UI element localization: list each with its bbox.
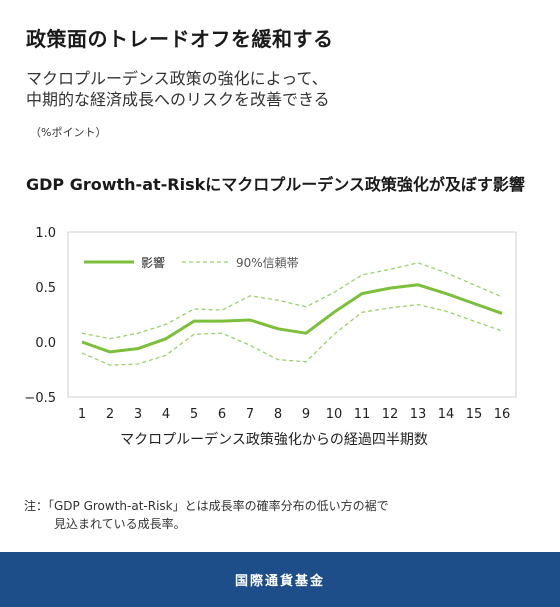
confidence-band-lower xyxy=(81,303,503,366)
x-tick-label: 3 xyxy=(134,407,142,422)
x-tick-label: 4 xyxy=(162,407,170,422)
line-chart: 1.00.50.0−0.5 1 2 3 4 5 6 7 8 9 10 11 12 13 14 15 16 影響… xyxy=(24,226,517,448)
x-tick-label: 7 xyxy=(246,407,254,422)
imf-label: 国際通貨基金 xyxy=(234,574,325,589)
x-tick-label: 9 xyxy=(302,407,310,422)
confidence-band-upper xyxy=(81,262,503,340)
x-tick-label: 8 xyxy=(274,407,282,422)
x-tick-label: 10 xyxy=(326,407,343,422)
y-tick-label: 1.0 xyxy=(35,226,56,241)
legend-label-band: 90%信頼帯 xyxy=(236,256,299,270)
x-tick-label: 13 xyxy=(410,407,427,422)
x-tick-label: 16 xyxy=(494,407,511,422)
footnote: 注：「GDP Growth-at-Risk」とは成長率の確率分布の低い方の裾で … xyxy=(24,497,389,533)
x-axis-label: マクロプルーデンス政策強化からの経過四半期数 xyxy=(120,431,428,448)
x-tick-label: 5 xyxy=(190,407,198,422)
y-tick-label: 0.5 xyxy=(35,281,56,296)
page-headline: 政策面のトレードオフを緩和する xyxy=(26,27,334,51)
footer-banner: 国際通貨基金 xyxy=(0,552,560,607)
y-tick-label: −0.5 xyxy=(24,391,56,406)
x-tick-label: 1 xyxy=(78,407,86,422)
y-tick-label: 0.0 xyxy=(35,336,56,351)
unit-label: （%ポイント） xyxy=(30,126,107,139)
x-tick-label: 2 xyxy=(106,407,114,422)
legend-label-impact: 影響 xyxy=(141,255,165,270)
x-tick-label: 6 xyxy=(218,407,226,422)
impact-line xyxy=(81,283,503,354)
subtitle-line-1: マクロプルーデンス政策の強化によって、 xyxy=(26,69,328,88)
plot-frame xyxy=(67,231,517,398)
page-subtitle: マクロプルーデンス政策の強化によって、 中期的な経済成長へのリスクを改善できる xyxy=(26,68,330,110)
subtitle-line-2: 中期的な経済成長へのリスクを改善できる xyxy=(26,90,330,109)
x-tick-label: 12 xyxy=(382,407,399,422)
x-tick-label: 14 xyxy=(438,407,455,422)
x-tick-label: 15 xyxy=(466,407,483,422)
chart-title: GDP Growth-at-Riskにマクロプルーデンス政策強化が及ぼす影響 xyxy=(26,175,525,194)
footnote-line-1: 注：「GDP Growth-at-Risk」とは成長率の確率分布の低い方の裾で xyxy=(24,499,389,513)
footnote-line-2: 見込まれている成長率。 xyxy=(54,517,186,531)
x-tick-label: 11 xyxy=(354,407,371,422)
